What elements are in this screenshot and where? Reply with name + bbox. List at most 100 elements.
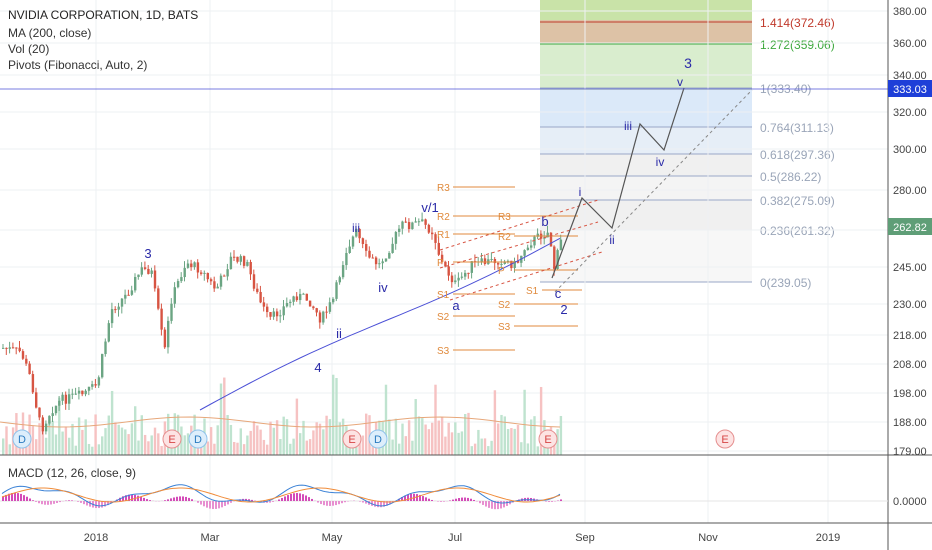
- macd-histogram-bar: [308, 497, 310, 501]
- macd-histogram-bar: [77, 501, 79, 502]
- volume-bar: [328, 419, 332, 455]
- candle-body: [97, 377, 101, 386]
- earnings-marker[interactable]: E: [538, 429, 558, 449]
- macd-histogram-bar: [176, 496, 178, 501]
- candle-body: [275, 311, 279, 317]
- volume-bar: [553, 438, 556, 455]
- event-marker-letter: E: [544, 434, 551, 446]
- macd-histogram-bar: [317, 501, 319, 503]
- macd-histogram-bar: [377, 501, 379, 508]
- time-axis[interactable]: 2018 Mar May Jul Sep Nov 2019: [84, 532, 840, 544]
- candle-body: [186, 263, 190, 268]
- trend-channel: [439, 89, 753, 301]
- pivot-label: R3: [498, 212, 511, 223]
- macd-histogram-bar: [425, 497, 427, 501]
- dividend-marker[interactable]: D: [12, 429, 32, 449]
- volume-bar: [124, 429, 127, 455]
- macd-histogram-bar: [299, 493, 301, 501]
- candle-body: [378, 263, 381, 265]
- candle-body: [500, 263, 503, 265]
- macd-histogram-bar: [452, 499, 454, 501]
- dividend-marker[interactable]: D: [188, 429, 208, 449]
- macd-histogram-bar: [494, 501, 496, 510]
- candle-body: [74, 393, 77, 395]
- candle-body: [355, 228, 358, 237]
- macd-histogram-bar: [419, 494, 421, 501]
- candle-body: [421, 219, 424, 222]
- earnings-marker[interactable]: E: [162, 429, 182, 449]
- candle-body: [338, 277, 341, 283]
- channel-upper-line: [439, 199, 599, 251]
- volume-bar: [388, 419, 391, 455]
- macd-histogram-bar: [80, 501, 82, 503]
- macd-histogram-bar: [59, 501, 61, 503]
- dividend-marker[interactable]: D: [368, 429, 388, 449]
- macd-histogram-bar: [212, 501, 214, 510]
- volume-bar: [61, 431, 64, 455]
- candle-body: [61, 394, 64, 401]
- projected-wave-path: [551, 87, 685, 279]
- candle-body: [546, 232, 549, 238]
- candle-body: [117, 306, 120, 310]
- volume-bar: [305, 440, 308, 455]
- candle-body: [322, 311, 325, 323]
- candle-body: [200, 272, 203, 274]
- macd-histogram-bar: [500, 501, 502, 509]
- volume-bar: [239, 428, 242, 455]
- earnings-marker[interactable]: E: [715, 429, 735, 449]
- wave-label: b: [541, 214, 548, 229]
- legend-pivots: Pivots (Fibonacci, Auto, 2): [8, 58, 148, 72]
- candle-body: [104, 341, 107, 355]
- pivot-label: S2: [437, 312, 450, 323]
- candle-body: [513, 260, 516, 269]
- candle-body: [444, 261, 447, 267]
- candle-body: [38, 407, 41, 418]
- candle-body: [124, 294, 127, 299]
- fib-level-label: 1.272(359.06): [760, 38, 835, 52]
- macd-histogram-bar: [149, 500, 151, 501]
- candle-body: [21, 351, 25, 359]
- macd-histogram-bar: [290, 493, 292, 501]
- candle-body: [223, 275, 226, 277]
- candle-body: [137, 274, 140, 278]
- volume-bar: [5, 426, 8, 455]
- macd-histogram-bar: [440, 501, 442, 502]
- volume-bar: [97, 444, 101, 455]
- volume-bar: [427, 429, 431, 455]
- candle-body: [68, 394, 71, 404]
- fib-band-0236: [540, 230, 752, 282]
- wave-label: 3: [684, 55, 692, 71]
- volume-bar: [71, 423, 74, 455]
- candle-body: [259, 291, 262, 303]
- volume-bar: [421, 418, 424, 455]
- macd-histogram-bar: [338, 501, 340, 505]
- pivot-levels: R3 R2 R1 P S1 S2 S3 R3 R2 P S1 S2 S3: [437, 183, 582, 357]
- volume-bar: [150, 435, 153, 455]
- macd-histogram-bar: [128, 494, 130, 501]
- volume-bar: [206, 441, 209, 455]
- volume-bar: [450, 432, 454, 455]
- macd-histogram-bar: [26, 496, 28, 501]
- macd-histogram-bar: [17, 493, 19, 501]
- macd-histogram-bar: [98, 501, 100, 509]
- macd-legend: MACD (12, 26, close, 9): [8, 466, 137, 480]
- candle-body: [440, 254, 444, 262]
- candle-body: [503, 261, 506, 264]
- candle-body: [226, 269, 229, 277]
- candle-body: [308, 300, 312, 307]
- macd-histogram-bar: [431, 499, 433, 501]
- macd-histogram-bar: [125, 495, 127, 501]
- earnings-marker[interactable]: E: [342, 429, 362, 449]
- volume-bar: [312, 430, 315, 455]
- volume-bar: [338, 422, 341, 455]
- price-tick-label: 380.00: [893, 6, 927, 18]
- wave-label: c: [555, 286, 562, 301]
- candle-body: [549, 232, 553, 247]
- macd-histogram-bar: [137, 495, 139, 501]
- volume-bar: [8, 444, 11, 455]
- volume-bar: [117, 424, 120, 455]
- macd-histogram-bar: [29, 498, 31, 501]
- time-tick-label: 2019: [816, 532, 840, 544]
- time-tick-label: Sep: [575, 532, 595, 544]
